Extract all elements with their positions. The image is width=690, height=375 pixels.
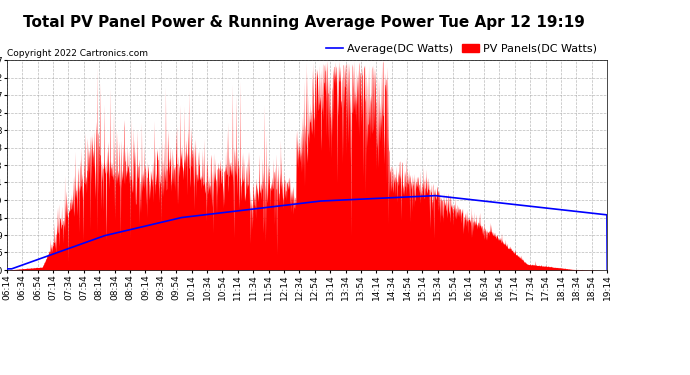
Legend: Average(DC Watts), PV Panels(DC Watts): Average(DC Watts), PV Panels(DC Watts)	[322, 39, 602, 58]
Text: Total PV Panel Power & Running Average Power Tue Apr 12 19:19: Total PV Panel Power & Running Average P…	[23, 15, 584, 30]
Text: Copyright 2022 Cartronics.com: Copyright 2022 Cartronics.com	[7, 49, 148, 58]
